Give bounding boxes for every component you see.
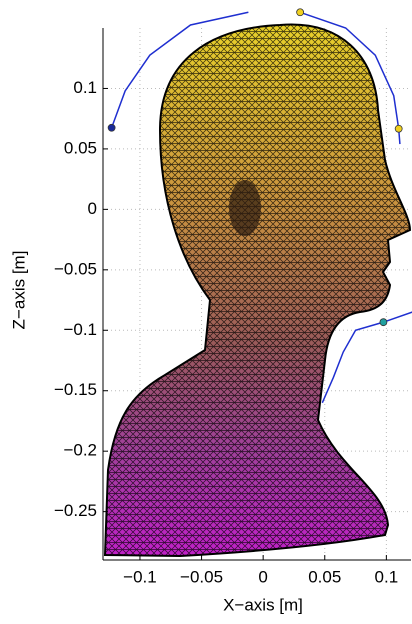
x-tick-label: −0.05 — [180, 567, 223, 586]
trajectory — [110, 11, 249, 129]
y-tick-label: 0.05 — [64, 138, 97, 157]
trajectory — [321, 311, 412, 404]
x-tick-label: 0 — [258, 567, 267, 586]
marker — [107, 123, 116, 132]
x-axis-label: X−axis [m] — [223, 595, 303, 614]
y-tick-label: 0.1 — [73, 78, 97, 97]
y-tick-label: −0.05 — [54, 259, 97, 278]
marker — [379, 318, 388, 327]
marker — [394, 124, 403, 133]
head-mesh — [103, 23, 412, 558]
y-tick-label: −0.25 — [54, 501, 97, 520]
y-tick-label: −0.2 — [63, 441, 97, 460]
marker — [296, 8, 305, 17]
x-tick-label: 0.05 — [308, 567, 341, 586]
y-tick-label: 0 — [88, 199, 97, 218]
y-axis-label: Z−axis [m] — [9, 251, 28, 330]
x-tick-label: −0.1 — [123, 567, 157, 586]
y-tick-label: −0.1 — [63, 320, 97, 339]
y-tick-label: −0.15 — [54, 380, 97, 399]
x-tick-label: 0.1 — [375, 567, 399, 586]
